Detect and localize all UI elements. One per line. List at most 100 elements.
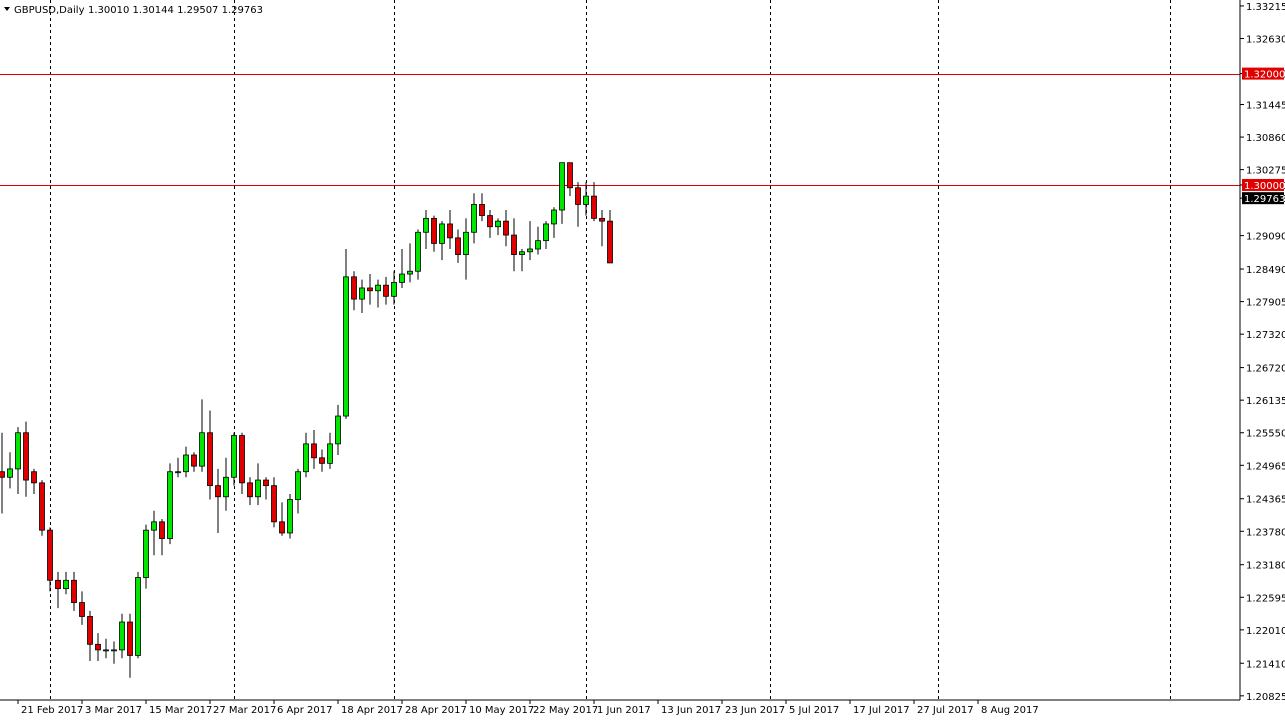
price-tick-label: 1.21410	[1246, 659, 1285, 670]
candle-body-bear	[351, 276, 357, 300]
candle-body-bear	[215, 485, 221, 498]
time-tick-label: 1 Jun 2017	[597, 705, 651, 716]
time-tick-label: 21 Feb 2017	[21, 705, 83, 716]
candle	[111, 641, 117, 664]
candle	[303, 432, 309, 478]
candle-body-bull	[391, 281, 397, 297]
candle-body-bear	[0, 471, 5, 478]
current-price-label: 1.29763	[1244, 194, 1285, 205]
time-tick-label: 17 Jul 2017	[853, 705, 910, 716]
candle	[383, 276, 389, 305]
time-tick-label: 27 Mar 2017	[213, 705, 276, 716]
candle	[31, 468, 37, 494]
symbol-label: GBPUSD,Daily	[14, 5, 85, 16]
candle	[135, 571, 141, 659]
chart-header: GBPUSD,Daily 1.30010 1.30144 1.29507 1.2…	[4, 5, 263, 16]
candle-body-bear	[247, 482, 253, 498]
price-axis	[0, 0, 1241, 701]
candle	[463, 218, 469, 280]
candle-body-bull	[471, 204, 477, 233]
candle-body-bull	[535, 240, 541, 250]
price-tick-label: 1.20825	[1246, 692, 1285, 703]
candle	[423, 210, 429, 249]
candle-body-bull	[551, 209, 557, 225]
candle	[471, 193, 477, 244]
candle	[23, 421, 29, 497]
candle	[247, 477, 253, 506]
candle-body-bull	[559, 162, 565, 211]
time-tick-label: 28 Apr 2017	[405, 705, 467, 716]
candle	[551, 207, 557, 238]
price-tick-label: 1.25550	[1246, 429, 1285, 440]
candle-body-bull	[543, 223, 549, 242]
candle-body-bull	[407, 270, 413, 275]
candle-body-bull	[415, 231, 421, 272]
candle-body-bull	[103, 649, 109, 652]
candle-body-bear	[575, 187, 581, 205]
candle	[103, 638, 109, 659]
candle	[495, 218, 501, 236]
hline-price-label: 1.32000	[1244, 70, 1285, 81]
candle-body-bear	[23, 432, 29, 481]
candle	[295, 468, 301, 514]
candlestick-series	[0, 162, 613, 678]
candle-body-bear	[367, 287, 373, 292]
candle	[447, 210, 453, 249]
time-tick-label: 8 Aug 2017	[981, 705, 1039, 716]
horizontal-price-lines	[0, 74, 1240, 186]
candle-body-bear	[31, 471, 37, 484]
ohlc-values: 1.30010 1.30144 1.29507 1.29763	[88, 5, 263, 16]
time-tick-label: 6 Apr 2017	[277, 705, 332, 716]
candle	[167, 463, 173, 545]
candle-body-bull	[519, 251, 525, 255]
time-tick-label: 10 May 2017	[469, 705, 534, 716]
price-tick-label: 1.22595	[1246, 593, 1285, 604]
candle	[87, 610, 93, 662]
candle-body-bull	[7, 468, 13, 478]
candle-body-bear	[591, 195, 597, 219]
current-price-label-bg	[1242, 192, 1284, 205]
candle-body-bull	[287, 499, 293, 534]
price-tick-label: 1.22010	[1246, 626, 1285, 637]
candle	[287, 493, 293, 539]
candle	[439, 221, 445, 261]
candle-body-bull	[399, 273, 405, 283]
candle	[15, 427, 21, 494]
candle	[95, 633, 101, 662]
price-tick-label: 1.26135	[1246, 396, 1285, 407]
candle-body-bull	[175, 471, 181, 474]
candle-body-bear	[159, 521, 165, 539]
time-tick-label: 23 Jun 2017	[725, 705, 785, 716]
candle	[367, 274, 373, 305]
candle-body-bear	[503, 220, 509, 236]
hline-price-label: 1.30000	[1244, 181, 1285, 192]
candle-body-bear	[431, 217, 437, 244]
candle-body-bear	[127, 621, 133, 656]
price-tick-label: 1.24365	[1246, 495, 1285, 506]
candle-body-bull	[495, 220, 501, 228]
candle	[407, 243, 413, 283]
candle	[527, 221, 533, 261]
candle	[415, 229, 421, 280]
candle	[399, 248, 405, 288]
candle	[455, 229, 461, 263]
price-tick-label: 1.30860	[1246, 133, 1285, 144]
price-level-labels: 1.32000 1.30000 1.29763	[1242, 67, 1285, 205]
candle	[47, 527, 53, 592]
candle-body-bear	[447, 223, 453, 239]
candle-body-bear	[383, 284, 389, 297]
candle-body-bull	[119, 621, 125, 651]
price-tick-label: 1.33215	[1246, 2, 1285, 13]
candle-body-bear	[239, 435, 245, 484]
price-tick-label: 1.31445	[1246, 101, 1285, 112]
price-tick-label: 1.26720	[1246, 364, 1285, 375]
time-tick-label: 27 Jul 2017	[917, 705, 974, 716]
candle-body-bull	[295, 471, 301, 500]
candle	[511, 218, 517, 272]
candle	[63, 571, 69, 595]
candle-body-bull	[151, 521, 157, 531]
triangle-down-icon[interactable]	[4, 7, 10, 11]
candle	[607, 210, 613, 264]
time-tick-label: 3 Mar 2017	[85, 705, 142, 716]
